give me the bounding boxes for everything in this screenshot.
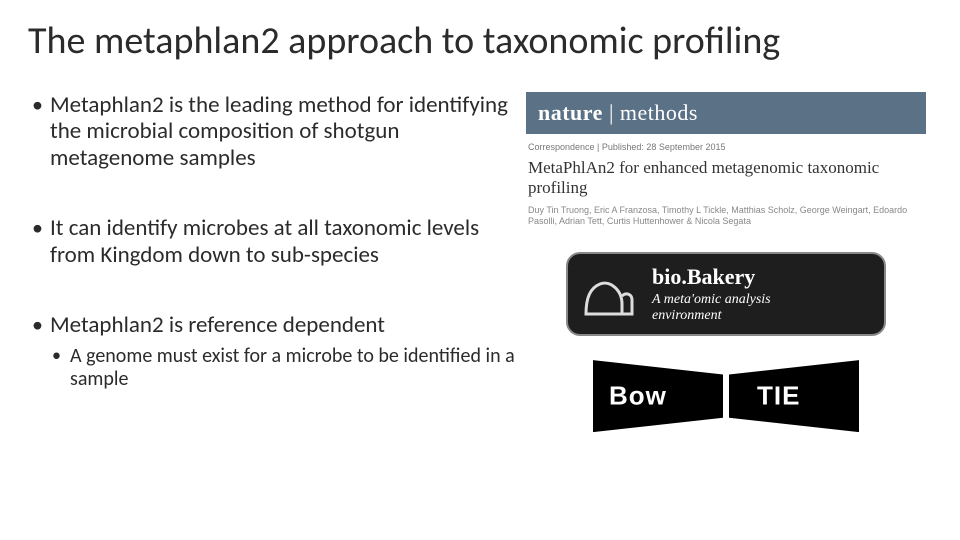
bullet-item: It can identify microbes at all taxonomi… [28,215,518,268]
article-title: MetaPhlAn2 for enhanced metagenomic taxo… [526,156,926,205]
article-meta: Correspondence | Published: 28 September… [526,134,926,156]
biobakery-subtitle-2: environment [652,308,771,324]
biobakery-box: bio.Bakery A meta'omic analysis environm… [566,252,886,336]
bowtie-right-text: TIE [757,381,800,412]
right-column: nature | methods Correspondence | Publis… [526,92,926,435]
sub-bullet-item: A genome must exist for a microbe to be … [50,345,518,391]
bowtie-left-icon: Bow [593,360,723,432]
article-authors: Duy Tin Truong, Eric A Franzosa, Timothy… [526,205,926,228]
slide: The metaphlan2 approach to taxonomic pro… [0,0,960,540]
nature-methods-card: nature | methods Correspondence | Publis… [526,92,926,228]
nature-banner-light: | [603,100,620,125]
biobakery-title: bio.Bakery [652,264,771,290]
nature-banner-bold: nature [538,100,603,125]
body-row: Metaphlan2 is the leading method for ide… [28,92,932,435]
bowtie-logo: Bow TIE [586,360,866,432]
nature-banner-light-text: methods [620,100,698,125]
biobakery-text: bio.Bakery A meta'omic analysis environm… [652,264,771,324]
biobakery-subtitle-1: A meta'omic analysis [652,292,771,308]
bullet-list: Metaphlan2 is the leading method for ide… [28,92,518,391]
nature-methods-banner: nature | methods [526,92,926,134]
bullet-item: Metaphlan2 is the leading method for ide… [28,92,518,171]
left-column: Metaphlan2 is the leading method for ide… [28,92,518,435]
bullet-item: Metaphlan2 is reference dependent A geno… [28,312,518,390]
biobakery-logo-icon [582,270,638,318]
slide-title: The metaphlan2 approach to taxonomic pro… [28,18,932,64]
bowtie-left-text: Bow [609,381,667,412]
sub-bullet-list: A genome must exist for a microbe to be … [50,345,518,391]
sub-bullet-text: A genome must exist for a microbe to be … [70,344,515,391]
bullet-text: Metaphlan2 is reference dependent [50,311,385,339]
bowtie-right-icon: TIE [729,360,859,432]
bullet-text: It can identify microbes at all taxonomi… [50,214,479,268]
bullet-text: Metaphlan2 is the leading method for ide… [50,91,508,172]
